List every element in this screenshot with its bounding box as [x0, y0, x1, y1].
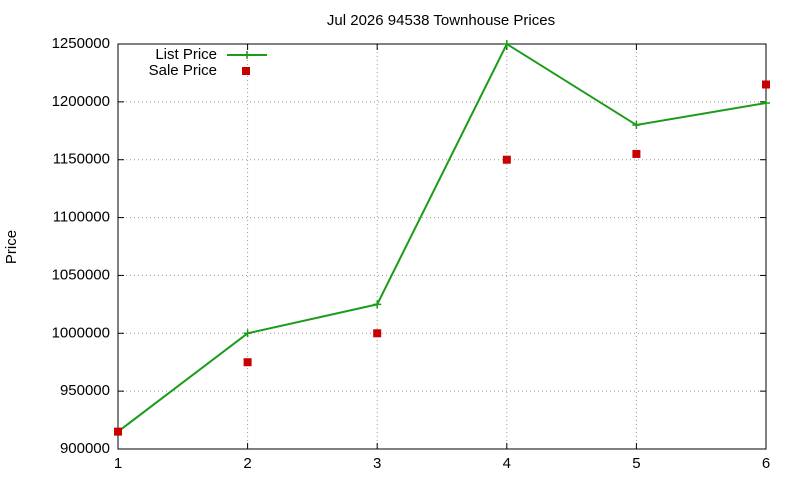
point-marker: [632, 121, 641, 129]
plot-border: [117, 43, 767, 450]
point-marker: [502, 40, 511, 48]
sale-price-point: [243, 358, 252, 367]
sale-price-point: [114, 427, 122, 436]
point-marker: [243, 329, 252, 338]
y-tick-label: 1250000: [52, 35, 110, 52]
sale-price-point: [762, 80, 770, 89]
sale-price-point: [632, 149, 641, 158]
y-tick-label: 1100000: [53, 209, 110, 226]
point-marker: [762, 99, 770, 108]
legend-key: [242, 67, 250, 75]
y-tick-label: 1050000: [52, 266, 110, 283]
legend-label: List Price: [155, 46, 217, 63]
x-tick-label: 2: [243, 455, 251, 472]
sale-price-point: [502, 155, 511, 164]
y-axis-label: Price: [3, 230, 20, 264]
y-tick-label: 900000: [60, 440, 110, 457]
x-tick-label: 1: [114, 455, 122, 472]
x-tick-label: 4: [503, 455, 511, 472]
sale-price-point: [373, 329, 382, 338]
chart-title: Jul 2026 94538 Townhouse Prices: [327, 12, 555, 29]
x-tick-label: 6: [762, 455, 770, 472]
y-tick-label: 1200000: [52, 93, 110, 110]
y-tick-label: 1000000: [52, 324, 110, 341]
legend-key: [243, 51, 251, 59]
legend-label: Sale Price: [149, 62, 217, 79]
point-marker: [373, 300, 382, 309]
x-tick-label: 5: [632, 455, 640, 472]
x-tick-label: 3: [373, 455, 381, 472]
y-tick-label: 1150000: [53, 151, 110, 168]
list-price-line: [117, 42, 767, 433]
y-tick-label: 950000: [60, 382, 110, 399]
